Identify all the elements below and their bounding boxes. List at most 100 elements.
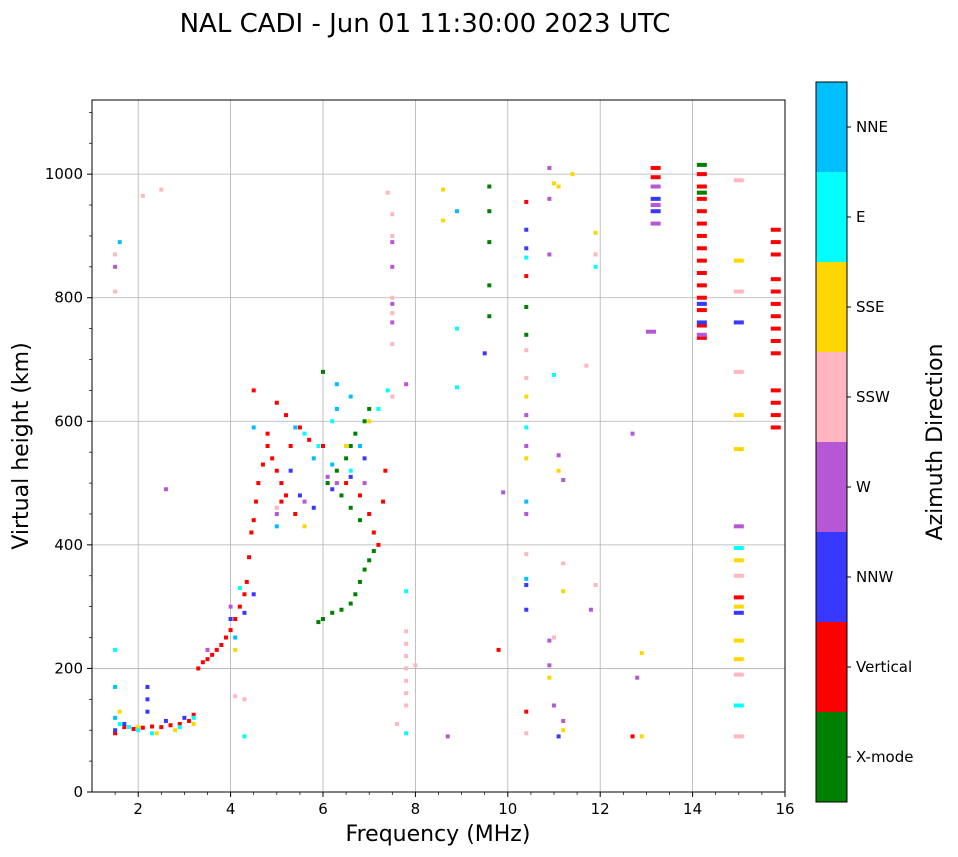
data-point-ssw xyxy=(524,376,529,381)
data-point-nnw xyxy=(288,468,293,473)
data-point-ssw xyxy=(404,641,409,646)
data-point-sse xyxy=(733,657,744,662)
data-point-e xyxy=(376,406,381,411)
data-point-nne xyxy=(113,715,118,720)
data-point-w xyxy=(650,221,661,226)
data-point-sse xyxy=(191,722,196,727)
data-point-vertical xyxy=(237,604,242,609)
data-point-vertical xyxy=(376,542,381,547)
data-point-vertical xyxy=(150,724,155,729)
data-point-e xyxy=(150,731,155,736)
data-point-x-mode xyxy=(339,493,344,498)
data-point-w xyxy=(630,431,635,436)
data-point-sse xyxy=(733,258,744,263)
data-point-x-mode xyxy=(353,431,358,436)
data-point-vertical xyxy=(770,388,781,393)
x-tick-label: 16 xyxy=(775,800,794,818)
data-point-vertical xyxy=(344,481,349,486)
data-point-nnw xyxy=(145,684,150,689)
data-point-x-mode xyxy=(487,283,492,288)
data-point-vertical xyxy=(770,413,781,418)
data-point-x-mode xyxy=(325,481,330,486)
data-point-nne xyxy=(311,456,316,461)
data-point-vertical xyxy=(131,726,136,731)
data-point-vertical xyxy=(696,323,707,328)
data-point-vertical xyxy=(383,468,388,473)
colorbar-category-label: NNE xyxy=(856,118,888,136)
data-point-e xyxy=(330,419,335,424)
data-point-w xyxy=(733,524,744,529)
data-point-vertical xyxy=(279,481,284,486)
data-point-vertical xyxy=(191,712,196,717)
data-point-ssw xyxy=(584,363,589,368)
data-point-x-mode xyxy=(357,518,362,523)
data-point-nnw xyxy=(733,320,744,325)
data-point-vertical xyxy=(496,647,501,652)
colorbar-segment xyxy=(816,262,847,352)
data-point-x-mode xyxy=(487,209,492,214)
data-point-vertical xyxy=(113,731,118,736)
data-point-ssw xyxy=(733,369,744,374)
data-point-ssw xyxy=(394,722,399,727)
data-point-nnw xyxy=(556,734,561,739)
data-point-ssw xyxy=(404,629,409,634)
data-point-vertical xyxy=(770,252,781,257)
data-point-e xyxy=(316,444,321,448)
data-point-ssw xyxy=(404,703,409,708)
data-point-nne xyxy=(113,684,118,689)
data-point-x-mode xyxy=(362,567,367,572)
data-point-ssw xyxy=(404,678,409,683)
data-point-vertical xyxy=(696,335,707,340)
data-point-nnw xyxy=(524,607,529,612)
colorbar-segment xyxy=(816,712,847,802)
x-tick-label: 10 xyxy=(498,800,517,818)
data-point-nne xyxy=(330,462,335,467)
data-point-nne xyxy=(334,406,339,411)
data-point-w xyxy=(334,481,339,486)
data-point-w xyxy=(561,477,566,482)
data-point-nnw xyxy=(242,610,247,615)
data-point-ssw xyxy=(524,731,529,736)
data-point-ssw xyxy=(274,505,279,510)
data-point-vertical xyxy=(254,499,259,504)
data-point-ssw xyxy=(390,311,395,316)
data-point-vertical xyxy=(256,481,261,486)
data-point-w xyxy=(302,499,307,504)
colorbar-segment xyxy=(816,352,847,442)
data-point-nne xyxy=(357,444,362,448)
data-point-nnw xyxy=(145,709,150,714)
colorbar-category-label: X-mode xyxy=(856,748,913,766)
data-point-w xyxy=(163,487,168,492)
data-point-vertical xyxy=(297,425,302,430)
data-point-ssw xyxy=(390,394,395,399)
colorbar-segment xyxy=(816,172,847,262)
data-point-e xyxy=(524,255,529,260)
data-point-vertical xyxy=(177,722,182,727)
data-point-x-mode xyxy=(348,505,353,510)
data-point-vertical xyxy=(249,530,254,535)
data-point-nnw xyxy=(696,301,707,306)
data-point-nne xyxy=(117,240,122,245)
data-point-vertical xyxy=(200,660,205,665)
data-point-vertical xyxy=(696,172,707,177)
colorbar-segment xyxy=(816,82,847,172)
data-point-ssw xyxy=(233,694,238,699)
data-point-vertical xyxy=(321,444,325,448)
data-point-vertical xyxy=(214,647,219,652)
data-point-ssw xyxy=(140,193,145,198)
colorbar-segment xyxy=(816,532,847,622)
data-point-x-mode xyxy=(348,601,353,606)
data-point-sse xyxy=(570,172,575,177)
data-point-sse xyxy=(733,447,744,452)
data-point-x-mode xyxy=(367,406,372,411)
data-point-vertical xyxy=(696,295,707,300)
y-tick-label: 0 xyxy=(73,783,83,801)
data-point-vertical xyxy=(247,555,252,560)
data-point-ssw xyxy=(561,561,566,566)
data-point-sse xyxy=(233,647,238,652)
data-point-e xyxy=(348,468,353,473)
data-point-w xyxy=(588,607,593,612)
data-point-sse xyxy=(733,413,744,418)
data-point-vertical xyxy=(205,657,210,662)
data-point-ssw xyxy=(593,583,598,588)
